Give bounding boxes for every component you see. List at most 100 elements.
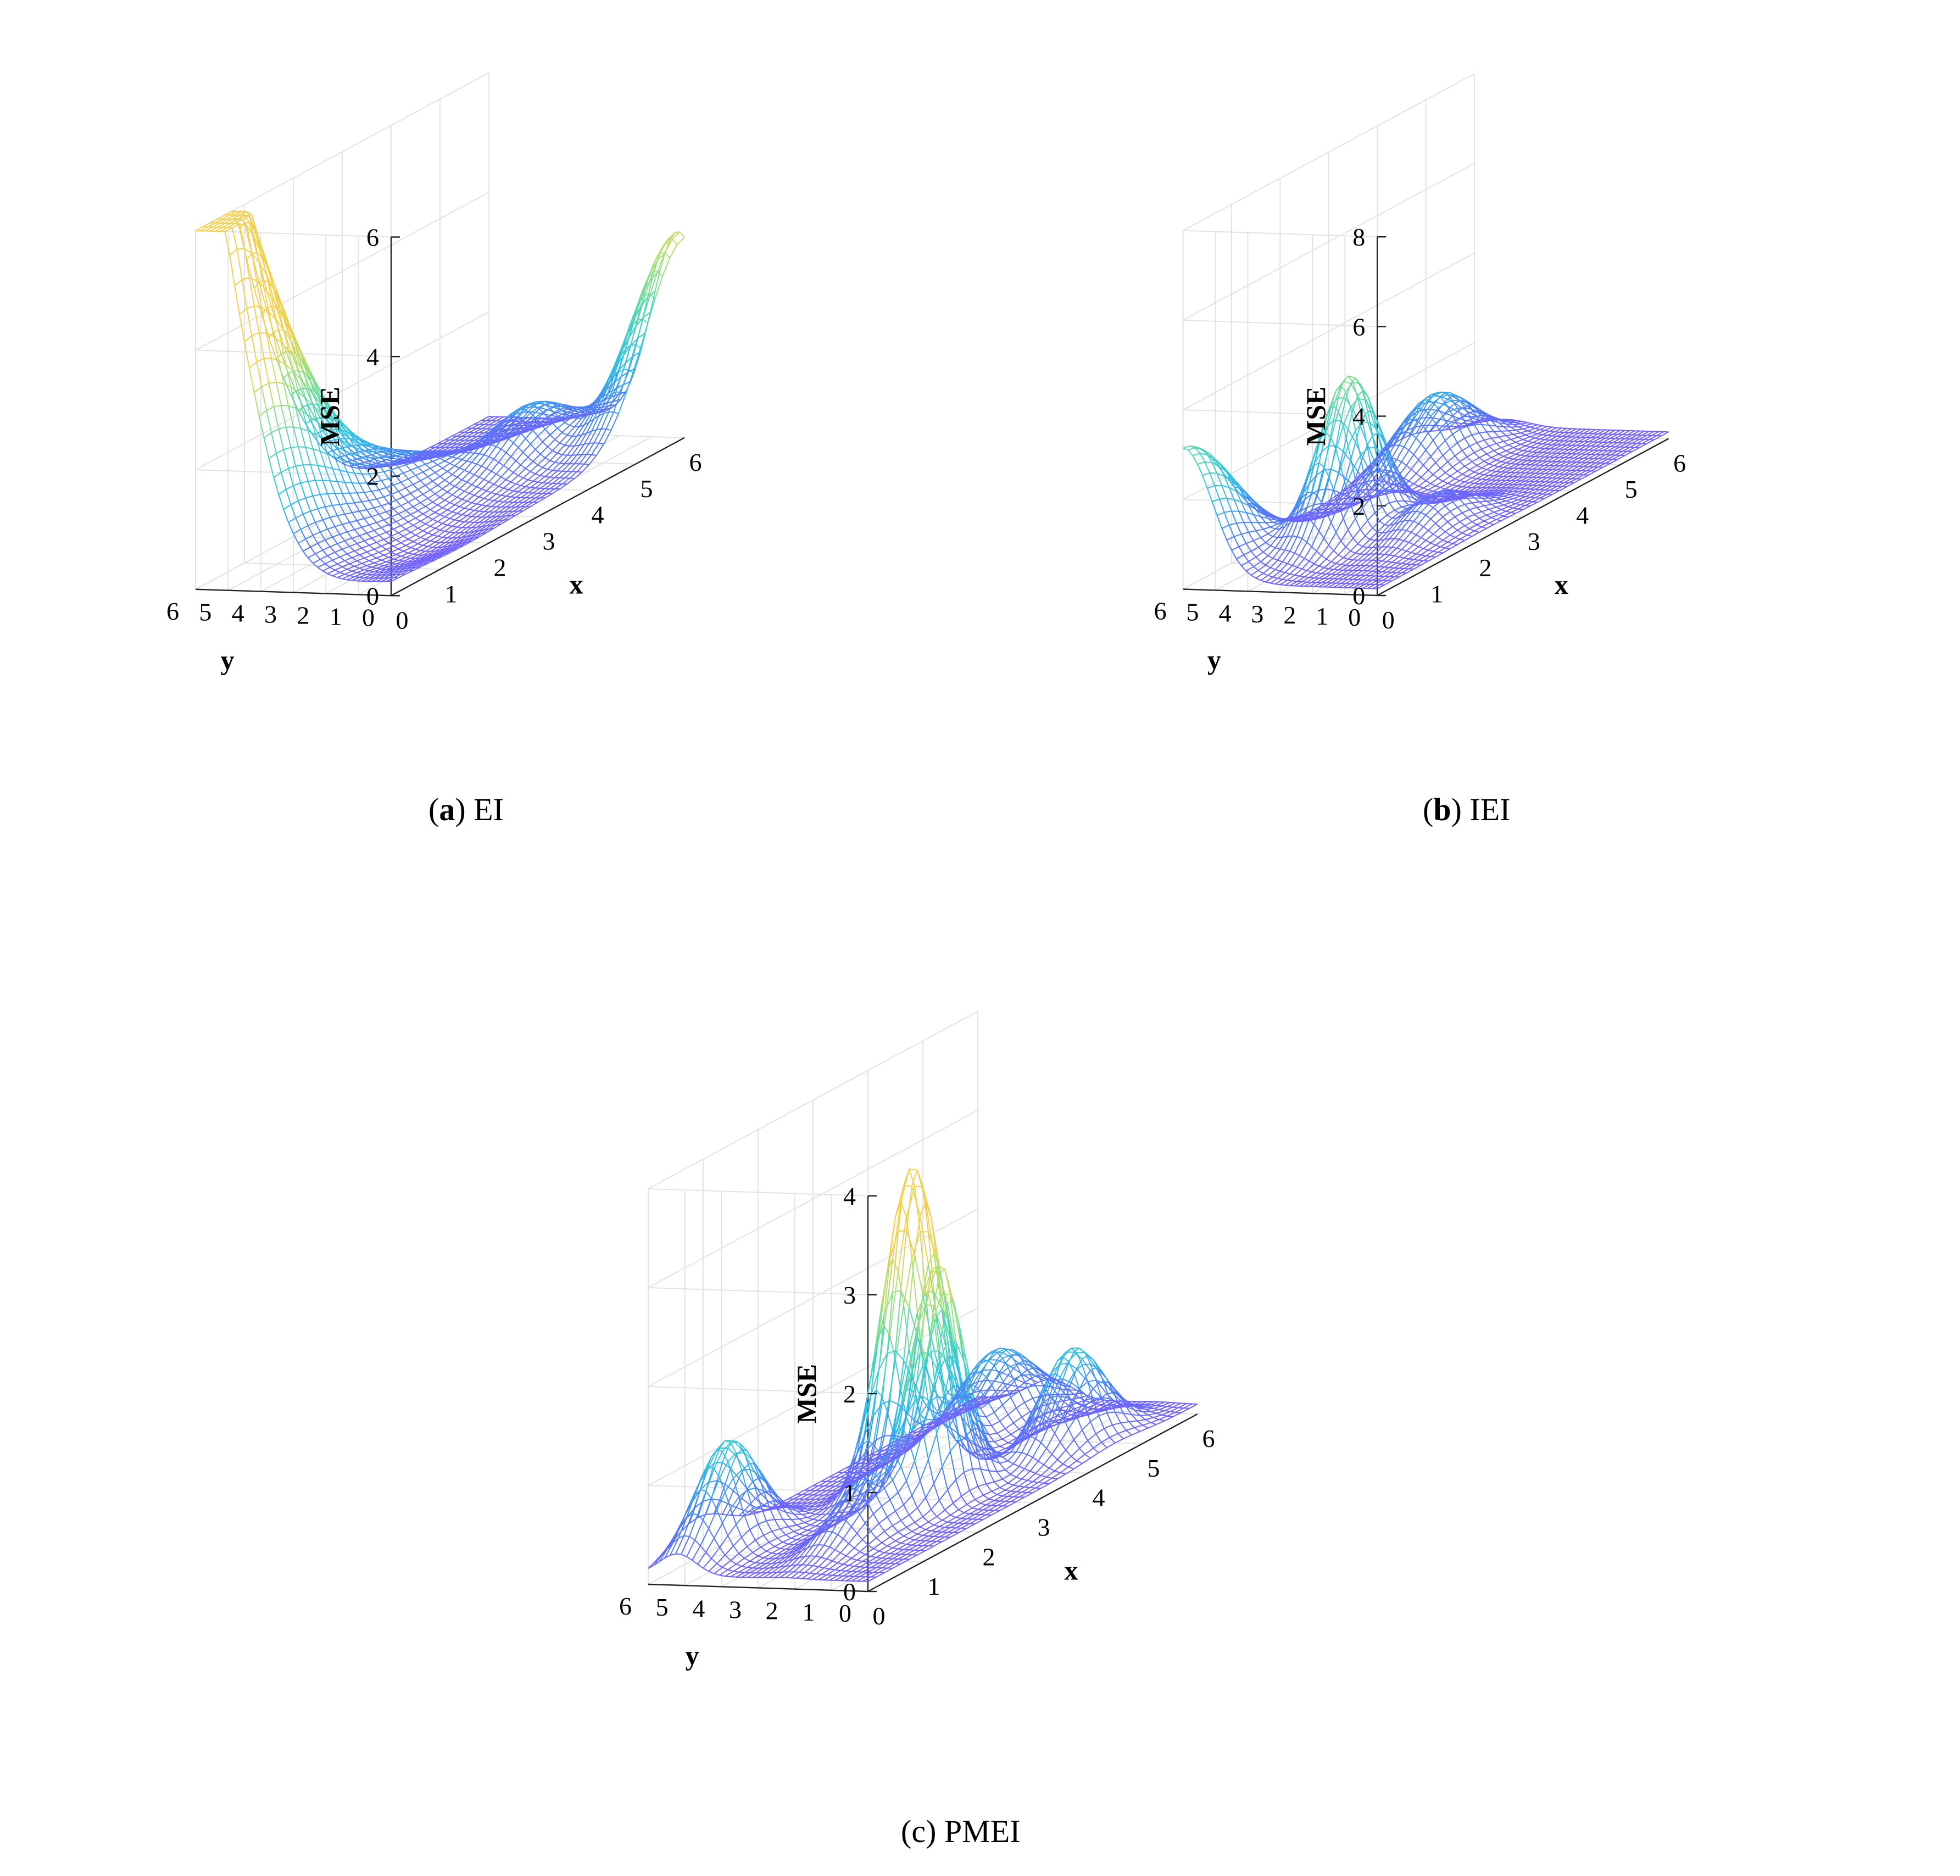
surface-segment: [474, 510, 480, 512]
surface-segment: [1489, 522, 1494, 525]
surface-segment: [300, 388, 309, 405]
surface-segment: [632, 348, 641, 372]
surface-segment: [1252, 540, 1259, 548]
surface-segment: [520, 492, 528, 498]
surface-segment: [454, 436, 463, 441]
surface-segment: [569, 425, 575, 428]
surface-segment: [1404, 500, 1410, 506]
y-tick-label: 5: [199, 598, 211, 626]
surface-segment: [649, 271, 659, 294]
surface-segment: [452, 494, 458, 498]
surface-segment: [471, 522, 480, 528]
surface-segment: [461, 472, 470, 481]
surface-segment: [432, 534, 438, 537]
surface-segment: [1493, 431, 1499, 437]
surface-segment: [1433, 474, 1439, 479]
surface-segment: [537, 407, 543, 413]
surface-segment: [584, 443, 589, 445]
surface-segment: [510, 425, 519, 430]
surface-segment: [442, 542, 450, 548]
surface-segment: [435, 546, 443, 552]
surface-segment: [369, 544, 375, 550]
surface-segment: [425, 558, 433, 562]
surface-segment: [342, 545, 350, 550]
surface-segment: [403, 472, 409, 480]
surface-segment: [229, 255, 236, 286]
surface-segment: [1404, 446, 1410, 451]
surface-segment: [305, 398, 314, 406]
surface-segment: [349, 430, 358, 437]
surface-segment: [456, 513, 463, 515]
surface-segment: [239, 223, 247, 226]
surface-segment: [281, 404, 289, 407]
surface-segment: [1270, 582, 1276, 585]
surface-segment: [366, 481, 374, 484]
surface-segment: [550, 415, 558, 417]
surface-segment: [564, 416, 572, 420]
surface-segment: [495, 432, 504, 438]
surface-segment: [330, 439, 335, 442]
surface-segment: [639, 332, 646, 352]
surface-segment: [515, 510, 524, 516]
surface-segment: [371, 516, 377, 523]
surface-segment: [1501, 516, 1509, 521]
surface-segment: [483, 478, 489, 483]
surface-segment: [510, 432, 519, 437]
surface-segment: [1214, 485, 1220, 499]
surface-segment: [1330, 522, 1337, 533]
surface-segment: [1437, 448, 1444, 456]
surface-segment: [388, 503, 394, 509]
surface-segment: [444, 549, 453, 554]
surface-segment: [344, 453, 350, 457]
surface-segment: [1267, 555, 1273, 559]
surface-segment: [576, 409, 584, 412]
surface-segment: [478, 428, 487, 433]
surface-segment: [1423, 548, 1429, 551]
surface-segment: [664, 252, 671, 259]
surface-segment: [256, 252, 262, 257]
surface-segment: [417, 550, 426, 556]
surface-segment: [1484, 505, 1490, 510]
surface-segment: [547, 488, 555, 494]
surface-segment: [437, 521, 443, 524]
surface-segment: [1413, 454, 1419, 460]
surface-segment: [403, 536, 409, 540]
surface-segment: [1202, 475, 1208, 489]
surface-segment: [461, 479, 467, 483]
x-tick-label: 4: [592, 501, 604, 529]
surface-segment: [332, 450, 341, 458]
surface-segment: [657, 253, 666, 261]
surface-segment: [449, 436, 458, 441]
surface-segment: [396, 517, 404, 522]
surface-segment: [471, 536, 480, 542]
surface-segment: [405, 487, 411, 494]
surface-segment: [408, 566, 416, 571]
surface-segment: [439, 524, 448, 531]
surface-segment: [386, 577, 394, 582]
surface-segment: [1624, 451, 1633, 456]
surface-segment: [305, 364, 314, 381]
surface-segment: [542, 413, 550, 416]
surface-segment: [522, 471, 531, 478]
surface-segment: [335, 458, 343, 464]
surface-segment: [481, 465, 487, 469]
surface-segment: [1433, 440, 1439, 449]
surface-segment: [527, 473, 536, 481]
surface-segment: [1362, 545, 1368, 548]
surface-segment: [422, 556, 431, 561]
surface-segment: [464, 470, 470, 473]
surface-segment: [515, 425, 524, 430]
surface-segment: [298, 410, 307, 424]
surface-segment: [339, 534, 346, 542]
surface-segment: [500, 519, 509, 525]
surface-segment: [202, 222, 211, 227]
surface-segment: [1493, 511, 1499, 515]
surface-segment: [1197, 464, 1203, 476]
surface-segment: [476, 463, 482, 467]
surface-segment: [290, 341, 297, 360]
surface-segment: [574, 407, 582, 409]
surface-segment: [1396, 485, 1402, 488]
surface-segment: [317, 386, 326, 401]
surface-segment: [364, 537, 372, 542]
surface-segment: [571, 444, 580, 456]
